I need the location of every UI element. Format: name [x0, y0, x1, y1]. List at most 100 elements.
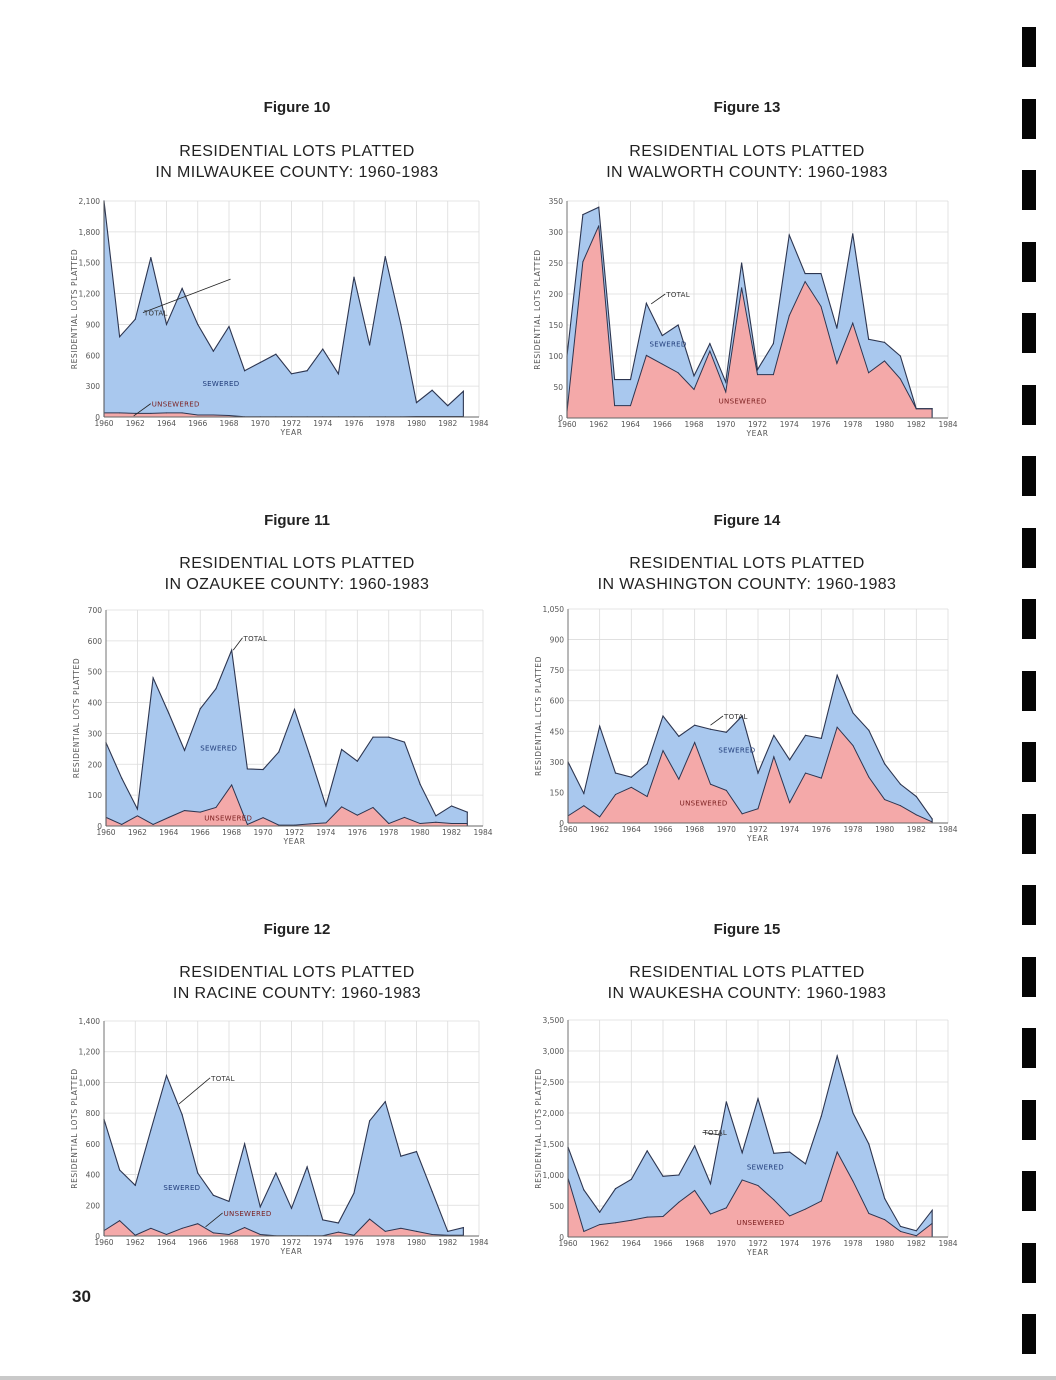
- total-point: [165, 323, 168, 326]
- y-tick-label: 1,050: [543, 605, 565, 614]
- x-tick-label: 1978: [379, 828, 398, 837]
- total-leader-line: [650, 293, 666, 305]
- binding-bar: [1022, 170, 1036, 210]
- unsewered-point: [262, 817, 264, 819]
- y-tick-label: 200: [549, 290, 564, 299]
- binding-bar: [1022, 813, 1036, 854]
- unsewered-point: [119, 412, 121, 414]
- total-line: [103, 200, 464, 417]
- y-tick-label: 700: [88, 606, 103, 615]
- figure-title-line1: RESIDENTIAL LOTS PLATTED: [629, 555, 865, 572]
- total-point: [757, 772, 759, 774]
- figure-title-line2: IN OZAUKEE COUNTY: 1960-1983: [164, 576, 430, 593]
- x-tick-label: 1974: [780, 1239, 799, 1248]
- y-tick-label: 800: [86, 1109, 101, 1118]
- total-point: [598, 206, 600, 208]
- unsewered-point: [431, 1233, 433, 1235]
- unsewered-point: [356, 814, 358, 816]
- x-tick-label: 1962: [128, 828, 147, 837]
- total-point: [462, 390, 464, 392]
- binding-bar: [1022, 1171, 1036, 1211]
- unsewered-point: [119, 1220, 121, 1222]
- unsewered-point: [630, 786, 632, 788]
- x-tick-label: 1972: [282, 1238, 301, 1247]
- unsewered-point: [582, 261, 584, 263]
- binding-bar: [1022, 384, 1036, 425]
- x-tick-label: 1984: [469, 1238, 488, 1247]
- x-axis-title: YEAR: [282, 837, 305, 846]
- total-point: [136, 808, 139, 810]
- figure-title-line1: RESIDENTIAL LOTS PLATTED: [179, 143, 415, 160]
- x-tick-label: 1960: [94, 419, 113, 428]
- total-point: [341, 748, 343, 751]
- y-tick-label: 0: [95, 413, 100, 422]
- total-point: [741, 262, 743, 264]
- y-tick-label: 900: [86, 320, 101, 329]
- unsewered-point: [772, 374, 774, 376]
- x-tick-label: 1968: [685, 1239, 704, 1248]
- y-tick-label: 1,500: [543, 1140, 565, 1149]
- total-point: [199, 708, 201, 710]
- total-point: [931, 1209, 933, 1211]
- x-tick-label: 1982: [438, 419, 457, 428]
- figure-label: Figure 14: [713, 512, 781, 529]
- y-tick-label: 1,800: [79, 228, 101, 237]
- total-point: [215, 688, 217, 690]
- binding-bar: [1022, 1028, 1036, 1068]
- unsewered-point: [134, 412, 136, 414]
- y-tick-label: 3,000: [543, 1047, 565, 1056]
- unsewered-point: [868, 1212, 870, 1214]
- unsewered-point: [900, 805, 901, 807]
- total-point: [431, 1190, 433, 1193]
- total-point: [852, 233, 854, 235]
- unsewered-point: [134, 1234, 136, 1236]
- unsewered-point: [773, 1199, 775, 1201]
- x-axis-title: YEAR: [279, 428, 302, 437]
- unsewered-point: [645, 354, 647, 356]
- unsewered-point: [181, 1227, 183, 1229]
- total-point: [899, 1225, 902, 1228]
- x-tick-label: 1974: [316, 828, 335, 837]
- total-leader-line: [232, 637, 243, 651]
- total-point: [773, 734, 775, 736]
- unsewered-point: [212, 414, 214, 416]
- unsewered-point: [804, 281, 806, 283]
- x-tick-label: 1970: [254, 828, 273, 837]
- total-point: [119, 336, 121, 338]
- x-tick-label: 1962: [126, 419, 145, 428]
- x-axis-title: YEAR: [746, 1248, 769, 1257]
- unsewered-point: [741, 813, 743, 815]
- total-point: [400, 323, 402, 326]
- total-line: [567, 673, 933, 823]
- total-point: [168, 712, 170, 714]
- total-point: [629, 378, 632, 381]
- figure-label: Figure 10: [263, 99, 331, 116]
- unsewered-point: [615, 1222, 616, 1224]
- total-point: [677, 324, 679, 326]
- total-point: [372, 736, 374, 738]
- unsewered-point: [694, 741, 696, 743]
- unsewered-point: [630, 405, 631, 407]
- unsewered-annotation: UNSEWERED: [204, 814, 252, 822]
- figure-title-line1: RESIDENTIAL LOTS PLATTED: [179, 555, 415, 572]
- y-axis-title: RESIDENTIAL LOTS PLATTED: [534, 1068, 543, 1188]
- total-point: [630, 776, 632, 778]
- unsewered-point: [884, 360, 885, 362]
- unsewered-area: [106, 784, 468, 826]
- unsewered-point: [710, 783, 711, 785]
- unsewered-point: [741, 287, 743, 289]
- total-point: [197, 1172, 199, 1174]
- x-tick-label: 1968: [685, 825, 704, 834]
- total-point: [415, 402, 418, 404]
- x-tick-label: 1982: [438, 1238, 457, 1247]
- x-tick-label: 1984: [938, 825, 957, 834]
- x-tick-label: 1976: [344, 419, 363, 428]
- figure-label: Figure 11: [264, 512, 330, 529]
- total-point: [121, 777, 123, 779]
- total-point: [450, 805, 453, 807]
- unsewered-point: [661, 363, 663, 365]
- unsewered-line: [567, 1150, 933, 1237]
- x-tick-label: 1968: [219, 1238, 238, 1247]
- total-line: [105, 647, 468, 826]
